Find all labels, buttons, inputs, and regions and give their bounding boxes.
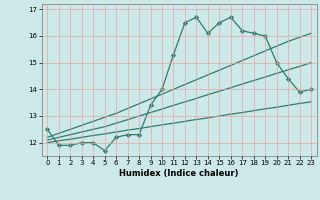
X-axis label: Humidex (Indice chaleur): Humidex (Indice chaleur) <box>119 169 239 178</box>
